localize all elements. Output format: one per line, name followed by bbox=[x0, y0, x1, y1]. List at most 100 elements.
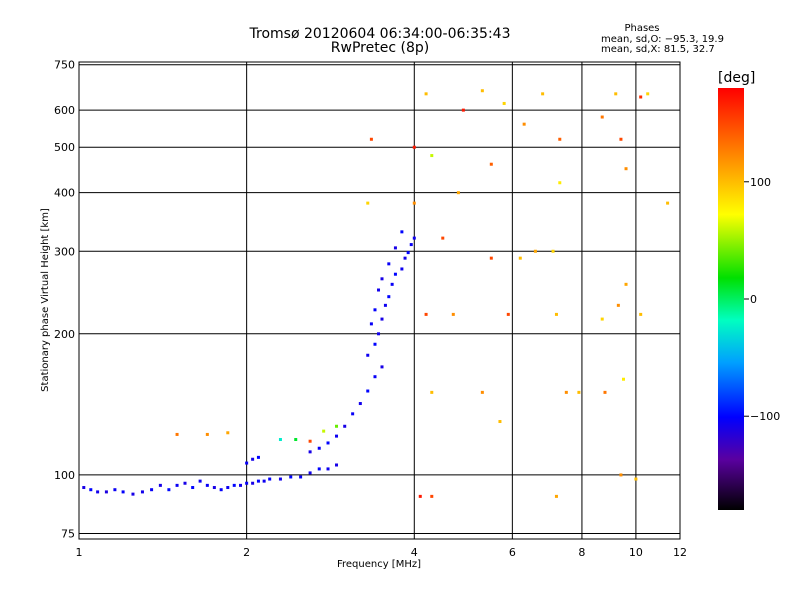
o-mode-point bbox=[308, 450, 312, 454]
o-mode-point bbox=[268, 477, 272, 481]
colorbar-tick-label: 0 bbox=[750, 293, 757, 306]
x-tick-label: 8 bbox=[578, 546, 585, 559]
chart-subtitle: RwPretec (8p) bbox=[330, 40, 430, 56]
x-mode-point bbox=[619, 473, 623, 477]
x-mode-point bbox=[502, 101, 506, 105]
x-mode-point bbox=[554, 494, 558, 498]
x-mode-point bbox=[424, 312, 428, 316]
o-mode-point bbox=[369, 322, 373, 326]
o-mode-point bbox=[358, 402, 362, 406]
x-mode-point bbox=[619, 137, 623, 141]
x-mode-point bbox=[322, 429, 326, 433]
x-mode-point bbox=[533, 249, 537, 253]
o-mode-point bbox=[191, 486, 195, 490]
o-mode-point bbox=[387, 262, 391, 266]
o-mode-point bbox=[403, 256, 407, 260]
o-mode-point bbox=[373, 308, 377, 312]
o-mode-point bbox=[262, 479, 266, 483]
x-mode-point bbox=[666, 201, 670, 205]
o-mode-point bbox=[96, 490, 100, 494]
x-mode-point bbox=[480, 89, 484, 93]
x-mode-point bbox=[554, 312, 558, 316]
o-mode-point bbox=[150, 488, 154, 492]
y-tick-label: 750 bbox=[54, 59, 75, 72]
x-mode-point bbox=[456, 191, 460, 195]
o-mode-point bbox=[326, 441, 330, 445]
o-mode-point bbox=[251, 457, 255, 461]
o-mode-point bbox=[256, 455, 260, 459]
y-tick-label: 500 bbox=[54, 141, 75, 154]
x-mode-point bbox=[430, 390, 434, 394]
x-mode-point bbox=[603, 390, 607, 394]
x-mode-point bbox=[412, 145, 416, 149]
o-mode-point bbox=[251, 481, 255, 485]
o-mode-point bbox=[412, 236, 416, 240]
o-mode-point bbox=[383, 303, 387, 307]
o-mode-point bbox=[373, 375, 377, 379]
x-mode-point bbox=[577, 390, 581, 394]
x-mode-point bbox=[294, 438, 298, 442]
x-tick-label: 1 bbox=[76, 546, 83, 559]
o-mode-point bbox=[393, 272, 397, 276]
o-mode-point bbox=[131, 492, 135, 496]
x-mode-point bbox=[424, 92, 428, 96]
o-mode-point bbox=[198, 479, 202, 483]
x-mode-point bbox=[616, 303, 620, 307]
o-mode-point bbox=[326, 467, 330, 471]
x-mode-point bbox=[614, 92, 618, 96]
o-mode-point bbox=[226, 486, 230, 490]
o-mode-point bbox=[351, 412, 355, 416]
colorbar-unit-label: [deg] bbox=[718, 70, 756, 86]
o-mode-point bbox=[245, 461, 249, 465]
x-mode-point bbox=[489, 162, 493, 166]
o-mode-point bbox=[373, 342, 377, 346]
x-mode-point bbox=[335, 424, 339, 428]
x-tick-label: 4 bbox=[411, 546, 418, 559]
o-mode-point bbox=[335, 463, 339, 467]
o-mode-point bbox=[256, 479, 260, 483]
o-mode-point bbox=[377, 332, 381, 336]
o-mode-point bbox=[158, 483, 162, 487]
phases-o-stats: mean, sd,O: −95.3, 19.9 bbox=[601, 34, 724, 45]
phases-x-stats: mean, sd,X: 81.5, 32.7 bbox=[601, 44, 715, 55]
o-mode-point bbox=[121, 490, 125, 494]
x-mode-point bbox=[634, 477, 638, 481]
o-mode-point bbox=[380, 365, 384, 369]
x-mode-point bbox=[278, 438, 282, 442]
x-mode-point bbox=[639, 95, 643, 99]
x-mode-point bbox=[558, 181, 562, 185]
o-mode-point bbox=[393, 246, 397, 250]
o-mode-point bbox=[212, 486, 216, 490]
o-mode-point bbox=[239, 483, 243, 487]
colorbar-tick-label: −100 bbox=[750, 410, 780, 423]
o-mode-point bbox=[82, 486, 86, 490]
y-tick-label: 300 bbox=[54, 245, 75, 258]
o-mode-point bbox=[245, 481, 249, 485]
x-mode-point bbox=[175, 432, 179, 436]
o-mode-point bbox=[104, 490, 108, 494]
o-mode-point bbox=[406, 251, 410, 255]
y-tick-label: 400 bbox=[54, 187, 75, 200]
x-mode-point bbox=[518, 256, 522, 260]
colorbar-tick-label: 100 bbox=[750, 176, 771, 189]
o-mode-point bbox=[390, 282, 394, 286]
y-tick-label: 75 bbox=[61, 527, 75, 540]
o-mode-point bbox=[219, 488, 223, 492]
phases-heading: Phases bbox=[624, 23, 660, 34]
data-points bbox=[82, 89, 670, 498]
x-mode-point bbox=[461, 108, 465, 112]
o-mode-point bbox=[387, 295, 391, 299]
o-mode-point bbox=[175, 483, 179, 487]
o-mode-point bbox=[366, 389, 370, 393]
x-tick-label: 12 bbox=[673, 546, 687, 559]
x-mode-point bbox=[541, 92, 545, 96]
chart-title: Tromsø 20120604 06:34:00-06:35:43 bbox=[249, 26, 511, 42]
o-mode-point bbox=[409, 243, 413, 247]
x-axis-label: Frequency [MHz] bbox=[337, 559, 421, 570]
x-mode-point bbox=[624, 282, 628, 286]
o-mode-point bbox=[113, 488, 117, 492]
x-mode-point bbox=[205, 432, 209, 436]
x-tick-label: 10 bbox=[629, 546, 643, 559]
